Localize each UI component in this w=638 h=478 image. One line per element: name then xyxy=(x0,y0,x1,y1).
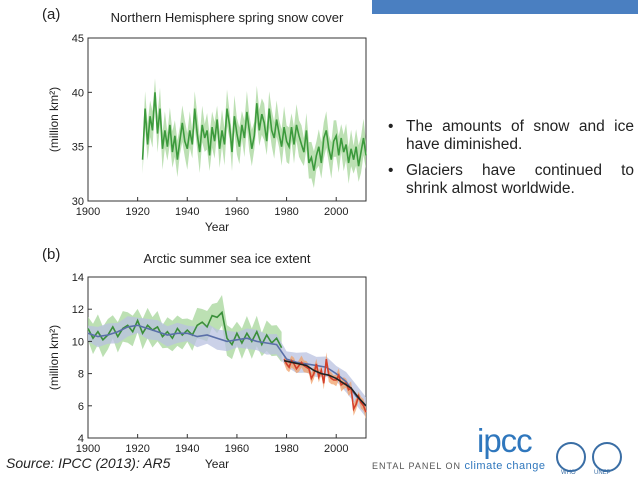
x-tick-label: 1920 xyxy=(125,443,149,455)
plot-frame xyxy=(87,37,367,202)
panel-a-label: (a) xyxy=(42,6,61,23)
panel-strip-text: ENTAL PANEL ON xyxy=(372,461,465,471)
x-tick-label: 1980 xyxy=(274,443,298,455)
y-tick-label: 14 xyxy=(72,272,84,284)
y-tick-label: 6 xyxy=(78,401,84,413)
bullet-item: • The amounts of snow and ice have dimini… xyxy=(388,118,634,154)
source-caption: Source: IPCC (2013): AR5 xyxy=(6,455,171,471)
chart-b-title: Arctic summer sea ice extent xyxy=(143,251,311,266)
who-logo-icon xyxy=(556,442,586,472)
bullet-text: The amounts of snow and ice have diminis… xyxy=(406,118,634,153)
chart-a: 1900 1920 1940 1960 1980 2000 30 35 40 45 Year (mil… xyxy=(47,33,367,234)
y-tick-label: 30 xyxy=(72,196,84,208)
x-tick-label: 1900 xyxy=(76,443,100,455)
series-line xyxy=(283,358,367,413)
x-tick-label: 1920 xyxy=(125,206,149,218)
plot-frame xyxy=(87,276,367,439)
x-tick-label: 1960 xyxy=(225,443,249,455)
series-line xyxy=(141,92,367,171)
x-tick-label: 1960 xyxy=(225,206,249,218)
who-label: WHO xyxy=(561,470,576,476)
y-tick-label: 45 xyxy=(72,33,84,45)
x-tick-label: 2000 xyxy=(324,206,348,218)
bullet-dot: • xyxy=(388,162,394,179)
y-tick-label: 12 xyxy=(72,304,84,316)
panel-strip-emph: climate change xyxy=(464,460,546,472)
x-tick-label: 1940 xyxy=(175,206,199,218)
x-tick-label: 1900 xyxy=(76,206,100,218)
y-axis-label: (million km²) xyxy=(47,87,61,152)
y-axis-label: (million km²) xyxy=(47,325,61,390)
bullet-list: • The amounts of snow and ice have dimini… xyxy=(388,118,634,206)
y-tick-label: 4 xyxy=(78,433,84,445)
x-tick-label: 1980 xyxy=(274,206,298,218)
unep-label: UNEP xyxy=(594,470,611,476)
ipcc-logo: ipcc xyxy=(477,422,533,459)
x-axis-label: Year xyxy=(205,457,229,471)
top-accent-bar xyxy=(372,0,638,14)
uncertainty-band xyxy=(284,352,366,419)
panel-b-label: (b) xyxy=(42,246,61,263)
y-tick-label: 10 xyxy=(72,336,84,348)
bullet-dot: • xyxy=(388,118,394,135)
x-tick-label: 1940 xyxy=(175,443,199,455)
unep-logo-icon xyxy=(592,442,622,472)
chart-a-title: Northern Hemisphere spring snow cover xyxy=(110,10,344,25)
y-tick-label: 35 xyxy=(72,142,84,154)
x-tick-label: 2000 xyxy=(324,443,348,455)
series-line xyxy=(87,324,367,407)
y-tick-label: 40 xyxy=(72,87,84,99)
series-line xyxy=(283,359,367,407)
bullet-item: • Glaciers have continued to shrink almos… xyxy=(388,162,634,198)
bullet-text: Glaciers have continued to shrink almost… xyxy=(406,162,634,197)
x-axis-label: Year xyxy=(205,220,229,234)
y-tick-label: 8 xyxy=(78,369,84,381)
chart-b: 1900 1920 1940 1960 1980 2000 4 6 8 10 12 14 Year (mi… xyxy=(47,272,367,471)
ipcc-panel-strip: ENTAL PANEL ON climate change xyxy=(372,460,546,472)
